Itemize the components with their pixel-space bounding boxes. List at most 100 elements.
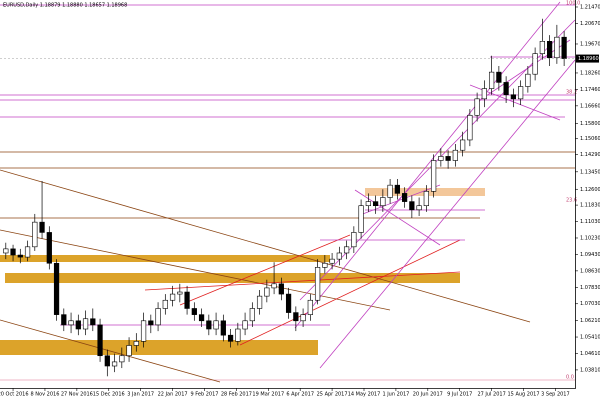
candle-body bbox=[496, 71, 502, 83]
candle-body bbox=[517, 86, 524, 100]
candle-body bbox=[46, 232, 52, 264]
y-tick-label: 1.11830 bbox=[580, 203, 600, 209]
candle-body bbox=[256, 295, 263, 309]
candle-body bbox=[148, 320, 154, 326]
candle-body bbox=[177, 291, 183, 295]
candle-body bbox=[198, 314, 205, 322]
x-tick-label: 6 Apr 2017 bbox=[286, 392, 314, 398]
x-tick-label: 27 Nov 2016 bbox=[61, 392, 93, 398]
y-tick-label: 1.15060 bbox=[580, 136, 600, 142]
x-tick-label: 9 Jul 2017 bbox=[447, 392, 472, 398]
candle-body bbox=[300, 314, 306, 322]
candle-body bbox=[423, 191, 429, 207]
candle-body bbox=[249, 308, 255, 322]
candle-body bbox=[380, 197, 386, 207]
x-tick-label: 22 Jan 2017 bbox=[158, 392, 188, 398]
x-tick-label: 8 Nov 2016 bbox=[31, 392, 60, 398]
candle-body bbox=[17, 254, 23, 258]
candle-body bbox=[184, 291, 190, 309]
candle-body bbox=[227, 334, 234, 342]
x-tick-label: 15 Aug 2017 bbox=[508, 392, 540, 398]
candle-body bbox=[53, 262, 60, 315]
channel-line bbox=[354, 189, 441, 246]
candle-body bbox=[82, 318, 89, 330]
candle-body bbox=[467, 114, 473, 141]
x-tick-label: 14 May 2017 bbox=[348, 392, 381, 398]
candle-body bbox=[169, 293, 176, 301]
x-tick-label: 15 Dec 2016 bbox=[93, 392, 125, 398]
y-tick-label: 1.12600 bbox=[580, 187, 600, 193]
candle-body bbox=[191, 308, 197, 315]
y-tick-label: 1.16660 bbox=[580, 103, 600, 109]
y-tick-label: 1.21470 bbox=[580, 4, 600, 10]
candle-body bbox=[278, 283, 284, 295]
candle-body bbox=[547, 41, 553, 59]
candle-body bbox=[539, 41, 545, 54]
candle-body bbox=[343, 246, 350, 254]
candle-body bbox=[10, 248, 16, 256]
candle-body bbox=[3, 248, 9, 254]
candle-body bbox=[561, 36, 567, 59]
candle-body bbox=[307, 299, 313, 315]
candle-body bbox=[162, 299, 168, 309]
candle-body bbox=[358, 205, 364, 233]
candle-body bbox=[481, 88, 487, 100]
candle-body bbox=[155, 308, 161, 326]
candle-body bbox=[285, 293, 292, 313]
zone bbox=[0, 255, 330, 262]
candle-body bbox=[97, 324, 103, 357]
y-tick-label: 1.17460 bbox=[580, 87, 600, 93]
y-tick-label: 1.07830 bbox=[580, 285, 600, 291]
candle-body bbox=[372, 201, 379, 207]
y-tick-label: 1.20670 bbox=[580, 21, 600, 27]
x-tick-label: 3 Sep 2017 bbox=[541, 392, 570, 398]
candle-body bbox=[119, 355, 125, 363]
y-tick-label: 1.18260 bbox=[580, 70, 600, 76]
candle-body bbox=[322, 262, 328, 268]
candle-body bbox=[90, 318, 96, 326]
channel-line bbox=[319, 59, 576, 369]
candle-body bbox=[235, 328, 241, 342]
candle-body bbox=[126, 345, 132, 357]
candle-body bbox=[430, 160, 437, 192]
y-tick-label: 1.06210 bbox=[580, 318, 600, 324]
y-tick-label: 1.19670 bbox=[580, 41, 600, 47]
candle-body bbox=[206, 320, 212, 330]
chart-title: EURUSD,Daily 1.18879 1.18880 1.18657 1.1… bbox=[3, 3, 127, 9]
x-tick-label: 25 Apr 2017 bbox=[317, 392, 348, 398]
y-tick-label: 1.11030 bbox=[580, 219, 600, 225]
y-tick-label: 1.08630 bbox=[580, 268, 600, 274]
candle-body bbox=[525, 73, 531, 87]
fibo-label: 38.2 bbox=[566, 90, 577, 96]
candle-body bbox=[140, 320, 147, 342]
candle-body bbox=[264, 287, 270, 297]
fibo-label: 0.0 bbox=[566, 375, 574, 381]
trend-line bbox=[179, 234, 351, 306]
trend-line bbox=[239, 239, 461, 346]
candle-body bbox=[438, 156, 444, 161]
y-tick-label: 1.13450 bbox=[580, 169, 600, 175]
candle-body bbox=[554, 36, 560, 59]
candle-body bbox=[459, 139, 466, 151]
x-tick-label: 1 Jun 2017 bbox=[382, 392, 409, 398]
zone bbox=[0, 340, 318, 355]
x-tick-label: 9 Feb 2017 bbox=[191, 392, 219, 398]
candle-body bbox=[314, 267, 321, 301]
current-price-label: 1.18960 bbox=[578, 56, 599, 62]
candle-body bbox=[104, 355, 110, 367]
candle-body bbox=[503, 82, 509, 96]
x-tick-label: 3 Jan 2017 bbox=[127, 392, 154, 398]
trend-line bbox=[144, 271, 461, 291]
candle-body bbox=[24, 246, 31, 258]
candle-body bbox=[445, 156, 451, 161]
candle-body bbox=[133, 341, 139, 346]
candle-body bbox=[61, 314, 67, 326]
candle-body bbox=[474, 98, 480, 116]
candle-body bbox=[365, 201, 371, 207]
candle-body bbox=[532, 53, 538, 75]
candle-body bbox=[213, 320, 219, 330]
trend-line bbox=[0, 229, 391, 311]
candle-body bbox=[32, 221, 38, 248]
channel-line bbox=[294, 1, 561, 329]
candle-body bbox=[271, 283, 277, 289]
